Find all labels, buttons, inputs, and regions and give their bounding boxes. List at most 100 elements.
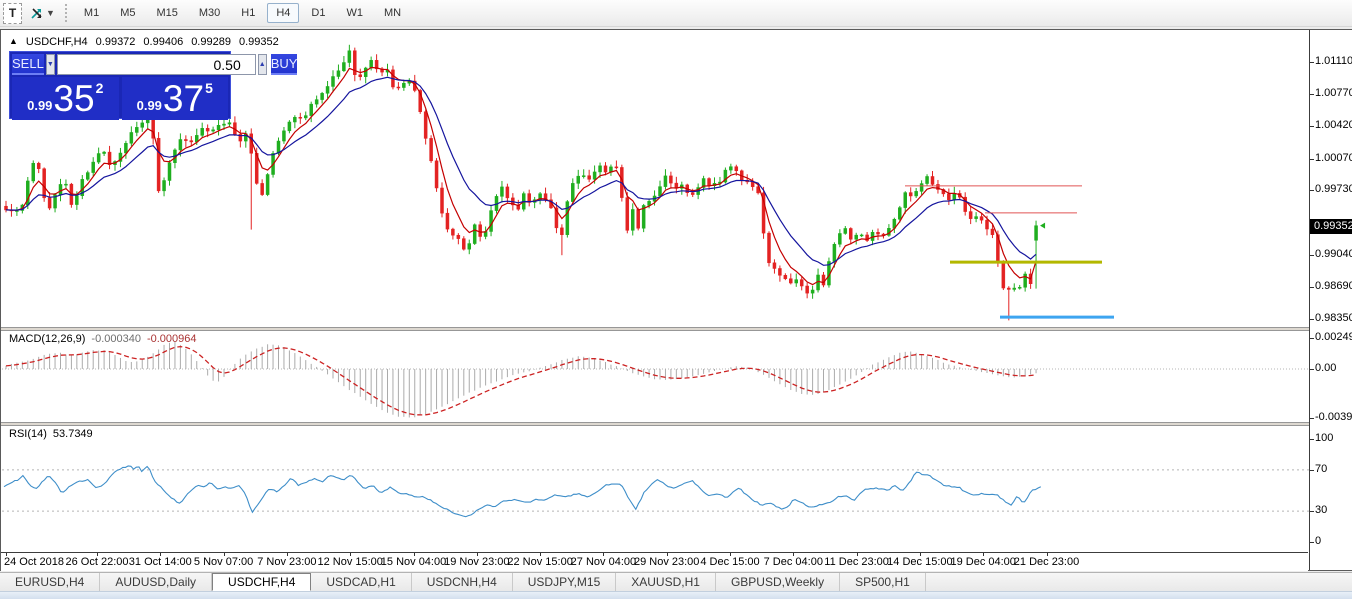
price-axis-label: 0.98350 — [1315, 311, 1352, 324]
tab-gbpusd-weekly[interactable]: GBPUSD,Weekly — [716, 573, 841, 591]
price-axis-label: 1.00420 — [1315, 119, 1352, 132]
arrows-icon — [31, 7, 42, 19]
price-axis-label-tick — [1310, 158, 1314, 160]
price-axis-label-tick — [1310, 254, 1314, 256]
time-axis-label: 29 Nov 23:00 — [633, 556, 700, 568]
time-axis-label: 26 Oct 22:00 — [65, 556, 129, 568]
macd-chart[interactable] — [2, 331, 1309, 422]
tf-button-m30[interactable]: M30 — [198, 7, 221, 19]
time-axis[interactable]: 24 Oct 2018 26 Oct 22:00 31 Oct 14:00 5 Nov… — [1, 552, 1308, 571]
macd-axis-label: -0.003913 — [1315, 410, 1352, 423]
tf-button-mn[interactable]: MN — [383, 7, 402, 19]
buy-price[interactable]: 0.99 37 5 — [121, 77, 228, 120]
price-axis-label: 1.00070 — [1315, 151, 1352, 164]
time-axis-tick — [413, 553, 415, 556]
rsi-chart[interactable] — [2, 426, 1309, 552]
spinner-down-icon: ▼ — [46, 61, 54, 68]
one-click-trade-panel: SELL ▼ ▲ BUY 0.99 35 2 — [9, 51, 298, 120]
collapse-panel-icon[interactable]: ▲ — [9, 36, 18, 46]
chart-header: ▲ USDCHF,H4 0.99372 0.99406 0.99289 0.99… — [9, 36, 279, 48]
tab-usdcad-h1[interactable]: USDCAD,H1 — [311, 573, 412, 591]
price-axis-label: 0.99040 — [1315, 247, 1352, 260]
time-axis-label: 19 Dec 04:00 — [950, 556, 1016, 568]
time-axis-label: 12 Nov 15:00 — [317, 556, 383, 568]
rsi-pane[interactable]: RSI(14) 53.7349 — [2, 426, 1309, 552]
spinner-up-icon: ▲ — [258, 61, 266, 68]
time-axis-tick — [223, 553, 225, 556]
price-axis-label: 1.00770 — [1315, 86, 1352, 99]
price-axis-label-tick — [1310, 287, 1314, 289]
time-axis-label: 22 Nov 15:00 — [507, 556, 573, 568]
rsi-value: 53.7349 — [52, 428, 93, 440]
time-axis-tick — [6, 553, 7, 556]
tf-button-m1[interactable]: M1 — [83, 7, 100, 19]
tab-usdcnh-h4[interactable]: USDCNH,H4 — [412, 573, 513, 591]
time-axis-tick — [919, 553, 921, 556]
time-axis-label: 21 Dec 23:00 — [1013, 556, 1080, 568]
tf-button-d1[interactable]: D1 — [311, 7, 326, 19]
current-price-tag: 0.99352 — [1310, 218, 1352, 234]
pane-splitter-macd[interactable] — [1, 327, 1351, 331]
macd-axis-label: 0.00 — [1315, 362, 1337, 374]
macd-axis-label: 0.002492 — [1315, 330, 1352, 343]
price-axis[interactable]: 0.99352 1.01110 1.00770 1.00420 1.00070 0.99… — [1309, 30, 1352, 570]
price-axis-label-tick — [1310, 62, 1314, 63]
status-strip — [0, 591, 1352, 599]
tab-usdchf-h4[interactable]: USDCHF,H4 — [212, 573, 312, 591]
tf-button-w1[interactable]: W1 — [346, 7, 363, 19]
toolbar-grip[interactable] — [64, 4, 67, 22]
text-tool-button[interactable]: T — [3, 2, 22, 24]
rsi-label-row: RSI(14) 53.7349 — [9, 428, 93, 440]
rsi-axis-label: 30 — [1315, 504, 1328, 517]
time-axis-tick — [603, 553, 605, 556]
buy-button[interactable]: BUY — [270, 54, 298, 75]
candlestick-chart[interactable] — [2, 32, 1309, 327]
time-axis-tick — [160, 553, 162, 556]
volume-down-button[interactable]: ▼ — [45, 54, 55, 75]
sell-price-prefix: 0.99 — [27, 98, 53, 113]
tf-button-h4[interactable]: H4 — [267, 3, 300, 23]
price-axis-label-tick — [1310, 126, 1314, 128]
macd-pane[interactable]: MACD(12,26,9) -0.000340 -0.000964 — [2, 331, 1309, 422]
tf-button-h1[interactable]: H1 — [241, 7, 256, 19]
timeframe-buttons: M1 M5 M15 M30 H1 H4 D1 W1 MN — [75, 3, 413, 23]
time-axis-tick — [476, 553, 478, 556]
pane-splitter-rsi[interactable] — [1, 422, 1351, 426]
tab-eurusd-h4[interactable]: EURUSD,H4 — [0, 573, 101, 591]
sell-price-big: 35 — [53, 77, 95, 119]
time-axis-label: 14 Dec 15:00 — [887, 556, 953, 568]
tab-audusd-daily[interactable]: AUDUSD,Daily — [100, 573, 213, 591]
rsi-label: RSI(14) — [9, 428, 47, 440]
buy-price-prefix: 0.99 — [136, 98, 162, 113]
arrows-tool-button[interactable]: ▼ — [26, 4, 58, 23]
time-axis-tick — [286, 553, 288, 556]
tab-xauusd-h1[interactable]: XAUUSD,H1 — [616, 573, 716, 591]
symbol-period-label: USDCHF,H4 — [25, 36, 88, 48]
volume-up-button[interactable]: ▲ — [257, 54, 267, 75]
time-axis-label: 27 Nov 04:00 — [570, 556, 637, 568]
time-axis-label: 31 Oct 14:00 — [128, 556, 192, 568]
sell-price[interactable]: 0.99 35 2 — [12, 77, 119, 120]
volume-input[interactable] — [56, 54, 256, 75]
quote-close: 0.99352 — [238, 36, 279, 48]
time-axis-tick — [1046, 553, 1048, 556]
time-axis-label: 24 Oct 2018 — [4, 556, 64, 568]
macd-value-main: -0.000340 — [91, 333, 141, 345]
sell-button[interactable]: SELL — [12, 54, 44, 75]
top-toolbar: T ▼ M1 M5 M15 M30 H1 H4 D1 W1 MN — [0, 0, 1352, 27]
price-axis-label-tick — [1310, 93, 1314, 95]
time-axis-tick — [730, 553, 731, 556]
main-chart-pane[interactable]: ▲ USDCHF,H4 0.99372 0.99406 0.99289 0.99… — [2, 32, 1309, 327]
quote-low: 0.99289 — [191, 36, 231, 48]
macd-axis-label-tick — [1310, 417, 1314, 419]
time-axis-label: 4 Dec 15:00 — [700, 556, 760, 568]
rsi-axis-label: 100 — [1315, 432, 1334, 444]
tf-button-m15[interactable]: M15 — [156, 7, 178, 19]
tf-button-m5[interactable]: M5 — [120, 7, 136, 19]
price-axis-label: 1.01110 — [1315, 55, 1352, 67]
tab-usdjpy-m15[interactable]: USDJPY,M15 — [513, 573, 617, 591]
macd-label-row: MACD(12,26,9) -0.000340 -0.000964 — [9, 333, 197, 345]
time-axis-tick — [983, 553, 985, 556]
tab-sp500-h1[interactable]: SP500,H1 — [840, 573, 926, 591]
